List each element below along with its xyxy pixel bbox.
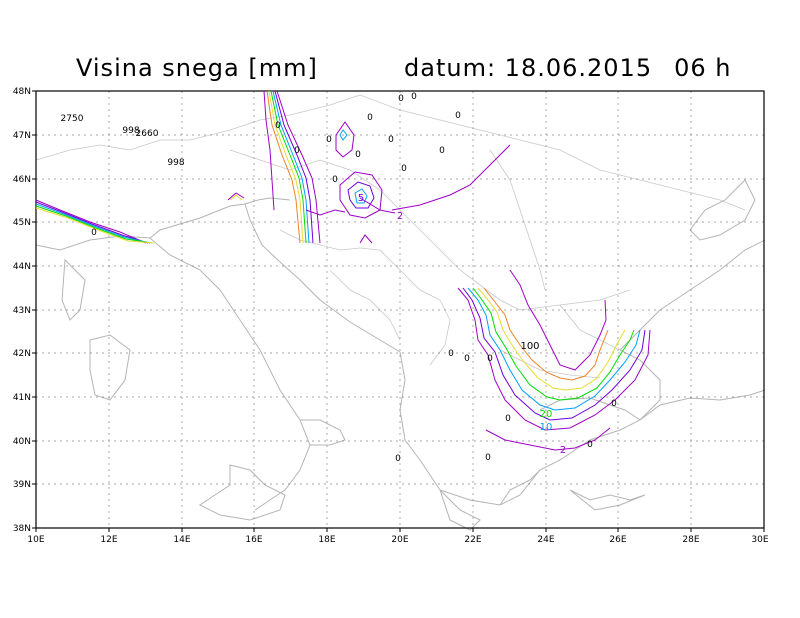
station-value: 0	[275, 121, 281, 131]
station-value: 998	[122, 126, 139, 136]
contour-label: 20	[540, 409, 553, 420]
station-value: 0	[332, 175, 338, 185]
station-value: 0	[355, 150, 361, 160]
lon-label: 28E	[682, 535, 699, 545]
map-title: Visina snega [mm]	[76, 54, 318, 82]
lon-labels: 10E 12E 14E 16E 18E 20E 22E 24E 26E 28E …	[27, 535, 768, 545]
lon-label: 30E	[751, 535, 768, 545]
contours-north	[263, 90, 511, 244]
station-value: 0	[294, 146, 300, 156]
lon-label: 10E	[27, 535, 44, 545]
point-values: 2750 998 2660 998 0 0 0 0 0 0 0 0 0 0 0 …	[61, 92, 618, 464]
lon-label: 24E	[537, 535, 554, 545]
lat-label: 47N	[13, 131, 31, 141]
hour-value: 06 h	[674, 54, 732, 82]
station-value: 0	[411, 92, 417, 102]
date-value: 18.06.2015	[504, 54, 653, 82]
lat-label: 43N	[13, 306, 31, 316]
contour-label: 100	[520, 341, 539, 352]
station-value: 0	[388, 135, 394, 145]
axis-ticks	[32, 90, 765, 532]
station-value: 0	[485, 453, 491, 463]
lon-label: 16E	[245, 535, 262, 545]
contours-balkan	[457, 269, 651, 451]
date-label: datum:	[404, 54, 497, 82]
station-value: 0	[448, 349, 454, 359]
station-value: 0	[398, 94, 404, 104]
station-value: 0	[395, 454, 401, 464]
lat-label: 42N	[13, 349, 31, 359]
station-value: 0	[611, 399, 617, 409]
station-value: 0	[326, 135, 332, 145]
lon-label: 12E	[100, 535, 117, 545]
station-value: 0	[505, 414, 511, 424]
station-value: 2660	[136, 129, 159, 139]
station-value: 0	[367, 113, 373, 123]
station-value: 0	[487, 354, 493, 364]
coastlines	[35, 179, 766, 531]
lat-label: 40N	[13, 437, 31, 447]
lon-label: 22E	[464, 535, 481, 545]
station-value: 0	[91, 228, 97, 238]
map-date: datum: 18.06.2015 06 h	[404, 54, 731, 82]
lat-label: 44N	[13, 262, 31, 272]
lat-label: 38N	[13, 524, 31, 534]
station-value: 0	[464, 354, 470, 364]
borders	[35, 94, 746, 379]
contour-label: 2	[560, 445, 566, 456]
lon-label: 26E	[609, 535, 626, 545]
lat-labels: 48N 47N 46N 45N 44N 43N 42N 41N 40N 39N …	[13, 87, 31, 534]
contour-label: 2	[397, 211, 403, 222]
lon-label: 18E	[318, 535, 335, 545]
station-value: 998	[167, 158, 184, 168]
lat-label: 48N	[13, 87, 31, 97]
station-value: 0	[401, 164, 407, 174]
graticule	[36, 91, 764, 528]
contour-label-layer: 2 5 20 10 2 100	[358, 193, 566, 456]
lat-label: 39N	[13, 480, 31, 490]
station-value: 0	[455, 111, 461, 121]
lat-label: 41N	[13, 393, 31, 403]
lon-label: 14E	[173, 535, 190, 545]
station-value: 2750	[61, 114, 84, 124]
station-value: 0	[439, 146, 445, 156]
contour-label: 5	[358, 193, 364, 204]
lat-label: 45N	[13, 218, 31, 228]
lon-label: 20E	[391, 535, 408, 545]
contour-label: 10	[540, 422, 553, 433]
contours-west	[35, 192, 245, 244]
lat-label: 46N	[13, 175, 31, 185]
station-value: 0	[587, 440, 593, 450]
